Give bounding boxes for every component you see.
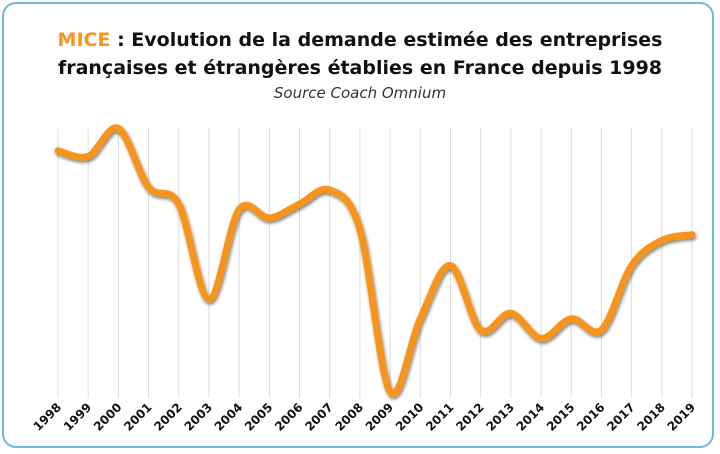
x-tick-label: 2004 — [212, 400, 246, 434]
title-text: : Evolution de la demande estimée des en… — [57, 29, 663, 79]
x-tick-label: 2017 — [604, 400, 638, 434]
x-tick-label: 2019 — [665, 400, 699, 434]
x-tick-label: 2008 — [333, 400, 367, 434]
x-tick-label: 2005 — [242, 400, 276, 434]
line — [54, 124, 696, 398]
header: MICE : Evolution de la demande estimée d… — [0, 26, 720, 102]
x-tick-label: 2002 — [151, 400, 185, 434]
x-tick-label: 2015 — [544, 400, 578, 434]
x-tick-label: 2013 — [483, 400, 517, 434]
x-tick-label: 2006 — [272, 400, 306, 434]
x-tick-label: 2009 — [363, 400, 397, 434]
x-tick-label: 2018 — [634, 400, 668, 434]
x-tick-label: 2014 — [514, 400, 548, 434]
x-tick-label: 2011 — [423, 400, 457, 434]
card-frame — [2, 2, 714, 448]
x-tick-label: 2003 — [182, 400, 216, 434]
title-lead: MICE — [57, 29, 111, 51]
x-tick-label: 2012 — [453, 400, 487, 434]
x-tick-label: 2007 — [302, 400, 336, 434]
subtitle: Source Coach Omnium — [273, 84, 447, 102]
chart-title: MICE : Evolution de la demande estimée d… — [50, 26, 670, 82]
x-tick-label: 2000 — [91, 400, 125, 434]
x-tick-label: 1998 — [31, 400, 65, 434]
x-tick-label: 2001 — [121, 400, 155, 434]
x-tick-label: 1999 — [61, 400, 95, 434]
x-tick-label: 2016 — [574, 400, 608, 434]
x-tick-label: 2010 — [393, 400, 427, 434]
